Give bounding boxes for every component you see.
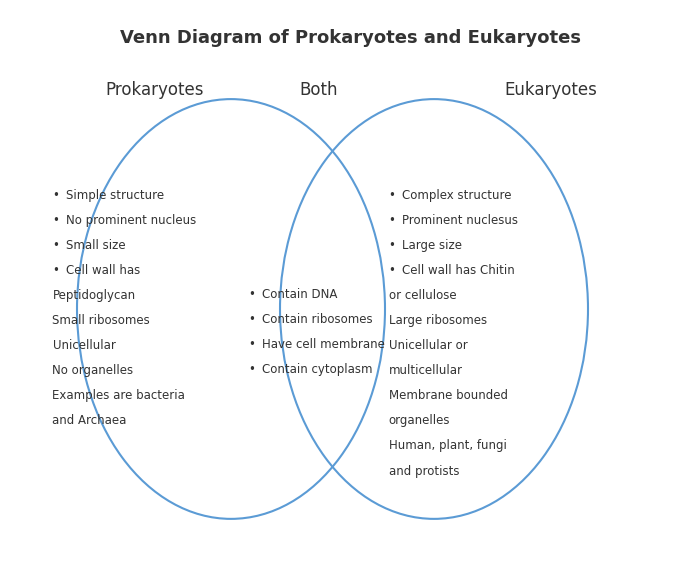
Text: •: •	[248, 313, 256, 326]
Text: •: •	[248, 288, 256, 301]
Text: multicellular: multicellular	[389, 364, 463, 377]
Text: Human, plant, fungi: Human, plant, fungi	[389, 440, 506, 452]
Text: Contain cytoplasm: Contain cytoplasm	[262, 363, 373, 376]
Text: and protists: and protists	[389, 465, 459, 477]
Text: Unicellular: Unicellular	[52, 339, 116, 352]
Text: Have cell membrane: Have cell membrane	[262, 338, 386, 351]
Text: •: •	[52, 189, 60, 202]
Text: Small size: Small size	[66, 239, 126, 252]
Text: organelles: organelles	[389, 415, 450, 427]
Text: Cell wall has Chitin: Cell wall has Chitin	[402, 264, 515, 277]
Text: •: •	[52, 264, 60, 277]
Text: Large size: Large size	[402, 239, 463, 252]
Text: Complex structure: Complex structure	[402, 189, 512, 202]
Text: •: •	[389, 189, 396, 202]
Text: Eukaryotes: Eukaryotes	[504, 82, 597, 99]
Text: Prokaryotes: Prokaryotes	[105, 82, 204, 99]
Text: •: •	[389, 239, 396, 252]
Text: Venn Diagram of Prokaryotes and Eukaryotes: Venn Diagram of Prokaryotes and Eukaryot…	[120, 29, 580, 47]
Text: Prominent nuclesus: Prominent nuclesus	[402, 214, 519, 227]
Text: •: •	[248, 363, 256, 376]
Text: Large ribosomes: Large ribosomes	[389, 314, 486, 327]
Text: Peptidoglycan: Peptidoglycan	[52, 289, 136, 302]
Text: •: •	[52, 214, 60, 227]
Text: Contain ribosomes: Contain ribosomes	[262, 313, 373, 326]
Text: •: •	[389, 214, 396, 227]
Text: Cell wall has: Cell wall has	[66, 264, 141, 277]
Text: No organelles: No organelles	[52, 364, 134, 377]
Text: •: •	[389, 264, 396, 277]
Text: Simple structure: Simple structure	[66, 189, 164, 202]
Text: Membrane bounded: Membrane bounded	[389, 389, 508, 402]
Text: Small ribosomes: Small ribosomes	[52, 314, 150, 327]
Text: •: •	[52, 239, 60, 252]
Text: •: •	[248, 338, 256, 351]
Text: or cellulose: or cellulose	[389, 289, 456, 302]
Text: Contain DNA: Contain DNA	[262, 288, 338, 301]
Text: Both: Both	[300, 82, 337, 99]
Text: No prominent nucleus: No prominent nucleus	[66, 214, 197, 227]
Text: and Archaea: and Archaea	[52, 415, 127, 427]
Text: Unicellular or: Unicellular or	[389, 339, 468, 352]
Text: Examples are bacteria: Examples are bacteria	[52, 389, 186, 402]
